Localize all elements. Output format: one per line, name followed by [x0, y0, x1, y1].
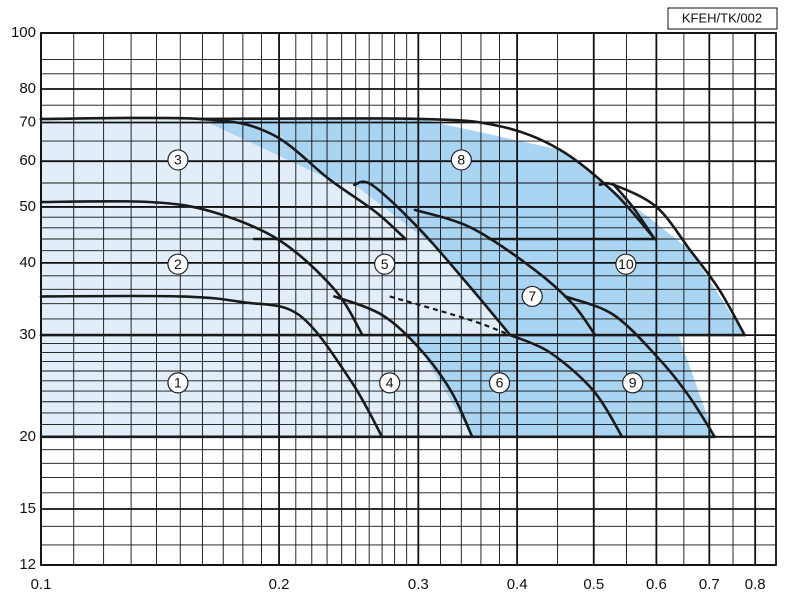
zone-marker	[374, 253, 396, 275]
zone-marker	[622, 372, 644, 394]
performance-curve	[39, 294, 384, 439]
areas	[41, 118, 745, 437]
y-tick-label: 20	[19, 428, 36, 445]
performance-curve	[333, 295, 474, 439]
x-tick-label: 0.6	[646, 576, 667, 593]
y-tick-label: 60	[19, 152, 36, 169]
y-tick-label: 15	[19, 500, 36, 517]
zone-marker	[450, 149, 472, 171]
zone-marker	[615, 253, 637, 275]
zone-label: 1	[174, 375, 182, 391]
zone-label: 8	[457, 152, 465, 168]
y-tick-label: 100	[11, 24, 36, 41]
x-tick-label: 0.8	[745, 576, 766, 593]
axes: 0.1 0.2 0.3 0.4 0.5 0.6 0.7 0.81215203040506070…	[11, 24, 777, 593]
zone-labels: 1 2 3 4 5 6 7 8 9 10	[167, 149, 644, 394]
zone-label: 10	[618, 256, 634, 272]
performance-curve	[413, 208, 597, 337]
performance-curve	[612, 183, 656, 241]
x-tick-label: 0.4	[507, 576, 528, 593]
zone-label: 2	[174, 256, 182, 272]
code-box	[667, 7, 778, 30]
plot-frame	[40, 32, 777, 566]
dashed-curve	[389, 295, 511, 337]
x-tick-label: 0.7	[699, 576, 720, 593]
performance-curve	[563, 295, 716, 439]
zone-label: 6	[496, 375, 504, 391]
zone-area	[41, 118, 511, 437]
x-tick-label: 0.5	[583, 576, 604, 593]
y-tick-label: 40	[19, 254, 36, 271]
y-tick-label: 30	[19, 326, 36, 343]
zone-marker	[379, 372, 401, 394]
zone-label: 4	[386, 375, 394, 391]
performance-curve	[39, 116, 407, 241]
zone-label: 3	[174, 152, 182, 168]
curves	[39, 116, 746, 439]
zone-label: 9	[629, 375, 637, 391]
x-tick-label: 0.1	[31, 576, 52, 593]
performance-curve	[199, 117, 656, 241]
y-tick-label: 12	[19, 556, 36, 573]
y-tick-label: 70	[19, 113, 36, 130]
zone-marker	[167, 253, 189, 275]
zone-marker	[488, 372, 511, 394]
chart-code: KFEH/TK/002	[682, 10, 762, 25]
x-tick-label: 0.3	[408, 576, 429, 593]
x-tick-label: 0.2	[269, 576, 290, 593]
zone-label: 7	[528, 288, 536, 304]
zone-marker	[521, 285, 543, 308]
y-tick-label: 80	[19, 80, 36, 97]
performance-curve	[598, 181, 746, 337]
performance-curve	[353, 180, 512, 337]
zone-label: 5	[381, 256, 389, 272]
y-tick-label: 50	[19, 198, 36, 215]
performance-curve	[39, 199, 364, 337]
zone-marker	[167, 149, 189, 171]
zone-marker	[167, 372, 189, 394]
zone-area	[200, 118, 745, 437]
performance-curve	[508, 333, 624, 439]
